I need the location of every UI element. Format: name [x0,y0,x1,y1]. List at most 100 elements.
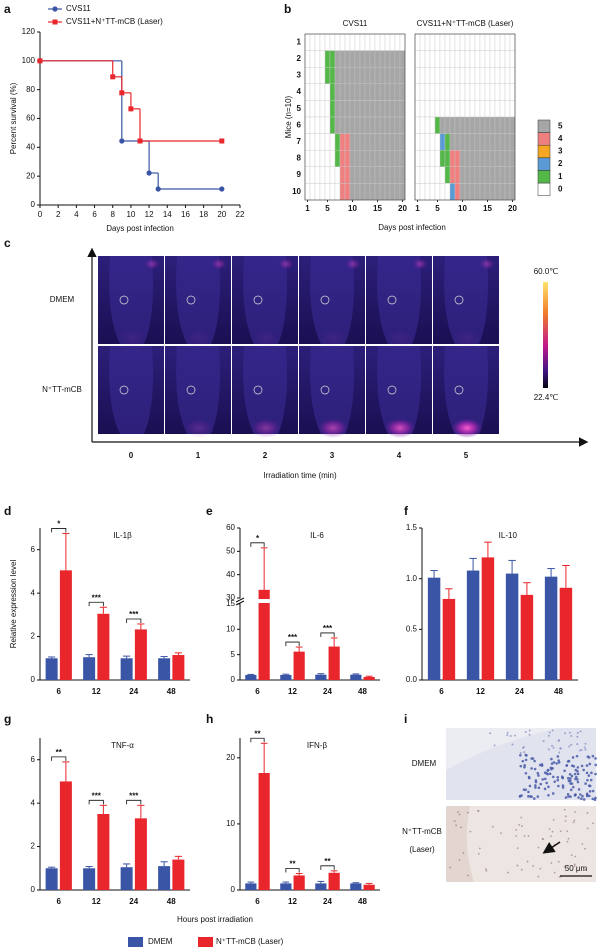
cell-nucleus [551,850,554,853]
heatmap-cell [374,166,381,184]
heatmap-cell [319,66,326,84]
hot-spot [317,328,349,348]
heatmap-cell [394,100,401,118]
y-tick-label: 5 [297,104,302,113]
heatmap-cell [394,33,401,51]
cell-nucleus [559,747,562,750]
heatmap-cell [484,183,491,201]
bar [442,598,456,680]
heatmap-cell [389,149,396,167]
heatmap-cell [424,183,431,201]
heatmap-cell [324,83,331,101]
x-tick-label: 12 [288,687,297,696]
heatmap-cell [494,100,501,118]
cell-nucleus [525,754,528,757]
cell-nucleus [493,744,496,747]
heatmap-cell [484,166,491,184]
heatmap-cell [424,66,431,84]
cell-nucleus [551,830,554,833]
panel-label: a [4,2,11,16]
cell-nucleus [520,794,523,797]
cell-nucleus [485,869,488,872]
heatmap-cell [444,166,451,184]
x-axis-label: Days post infection [106,224,174,233]
heatmap-cell [379,33,386,51]
cell-nucleus [577,788,581,791]
legend-label: CVS11 [66,4,91,13]
heatmap-cell [389,133,396,151]
heatmap-cell [439,133,446,151]
heatmap-cell [339,66,346,84]
y-tick-label: 0 [231,885,236,894]
heatmap-cell [464,83,471,101]
cell-nucleus [591,797,595,801]
x-tick-label: 4 [74,210,79,219]
cell-nucleus [527,835,530,837]
cell-nucleus [491,825,494,828]
cell-nucleus [585,764,589,767]
cell-nucleus [457,811,459,814]
row-label: DMEM [412,759,437,768]
heatmap-cell [494,83,501,101]
cell-nucleus [469,830,472,833]
heatmap-cell [469,66,476,84]
heatmap-cell [419,166,426,184]
heatmap-cell [364,116,371,134]
significance-label: ** [324,857,331,866]
cell-nucleus [458,858,461,861]
cell-nucleus [576,735,579,738]
cell-nucleus [551,744,554,747]
hot-spot [144,258,160,270]
cell-nucleus [573,772,577,776]
heatmap-cell [489,166,496,184]
x-tick-label: 8 [111,210,116,219]
heatmap-cell [324,100,331,118]
heatmap-cell [494,166,501,184]
x-tick-label: 12 [288,897,297,906]
heatmap-cell [459,83,466,101]
cell-nucleus [462,852,465,854]
heatmap-cell [339,116,346,134]
cell-nucleus [588,794,591,798]
heatmap-cell [389,116,396,134]
target-circle [186,295,196,305]
heatmap-cell [319,116,326,134]
mouse-outline [444,346,488,434]
heatmap-cell [419,66,426,84]
target-circle [253,295,263,305]
bar [350,883,362,890]
hot-spot [116,328,148,348]
heatmap-cell [469,149,476,167]
cell-nucleus [449,866,452,869]
heatmap-cell [509,166,516,184]
x-tick-label: 48 [167,897,176,906]
heatmap-cell [439,166,446,184]
significance-bracket [51,528,67,533]
cell-nucleus [550,762,554,765]
target-circle [320,385,330,395]
significance-bracket [320,865,335,870]
heatmap-cell [379,166,386,184]
heatmap-cell [449,83,456,101]
heatmap-cell [459,66,466,84]
y-tick-label: 0.5 [406,624,418,633]
heatmap-cell [449,33,456,51]
heatmap-cell [469,183,476,201]
y-axis-label: Percent survival (%) [9,82,18,154]
heatmap-cell [309,50,316,68]
cell-nucleus [522,746,525,749]
cell-nucleus [489,732,492,735]
colorbar-cell [537,144,551,159]
heatmap-cell [384,66,391,84]
cell-nucleus [576,731,579,734]
cell-nucleus [586,827,589,830]
cell-nucleus [523,834,526,837]
heatmap-cell [399,116,406,134]
cell-nucleus [566,776,570,780]
heatmap-cell [334,133,341,151]
heatmap-cell [499,33,506,51]
hot-spot [451,418,483,438]
y-tick-label: 0 [31,675,36,684]
bar [134,818,147,890]
